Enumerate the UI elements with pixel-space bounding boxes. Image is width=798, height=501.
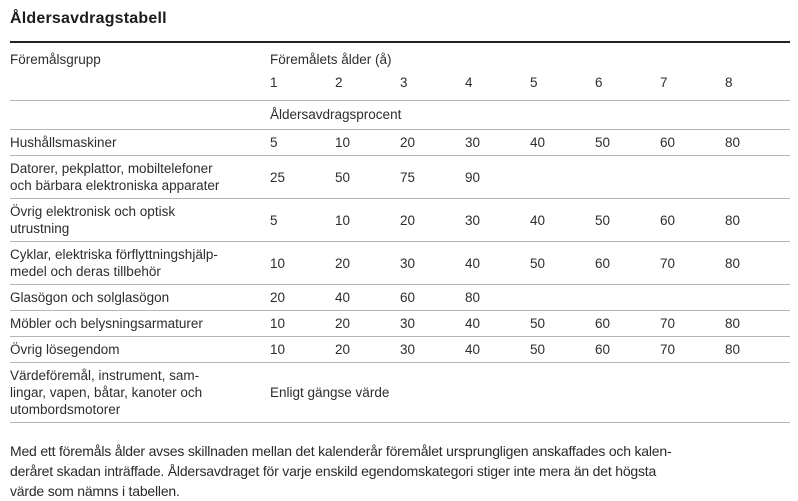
row-value: 70 <box>660 336 725 363</box>
row-value: 50 <box>595 129 660 156</box>
row-value <box>660 155 725 199</box>
row-value: 60 <box>400 284 465 311</box>
row-value: 40 <box>465 241 530 285</box>
row-value <box>595 284 660 311</box>
row-value: 80 <box>725 241 791 285</box>
row-value: 60 <box>660 129 725 156</box>
age-column: 3 <box>400 71 465 101</box>
table-row: Cyklar, elektriska förflyttningshjälp- m… <box>10 241 791 285</box>
row-value: 80 <box>725 129 791 156</box>
row-value: 30 <box>400 241 465 285</box>
page-title: Åldersavdragstabell <box>10 10 167 27</box>
row-value <box>725 155 791 199</box>
table-row: Glasögon och solglasögon 20 40 60 80 <box>10 284 791 311</box>
row-value: 5 <box>270 198 335 242</box>
table-header: Föremålsgrupp Föremålets ålder (å) 1 2 3… <box>10 42 791 130</box>
row-value: 20 <box>335 241 400 285</box>
table-row: Datorer, pekplattor, mobiltelefoner och … <box>10 155 791 199</box>
row-value <box>530 284 595 311</box>
section-header-row: Åldersavdragsprocent <box>10 100 791 130</box>
row-value: 10 <box>270 310 335 337</box>
row-value <box>660 284 725 311</box>
row-label: Datorer, pekplattor, mobiltelefoner och … <box>10 155 270 199</box>
row-label: Cyklar, elektriska förflyttningshjälp- m… <box>10 241 270 285</box>
row-value: 50 <box>530 336 595 363</box>
row-value: 20 <box>400 198 465 242</box>
age-column: 4 <box>465 71 530 101</box>
row-value: 60 <box>595 241 660 285</box>
age-column: 2 <box>335 71 400 101</box>
row-value: 10 <box>270 241 335 285</box>
row-value <box>530 155 595 199</box>
row-label: Möbler och belysningsarmaturer <box>10 310 270 337</box>
row-value: 60 <box>595 310 660 337</box>
age-column: 1 <box>270 71 335 101</box>
row-value: 80 <box>725 336 791 363</box>
row-value: 40 <box>530 198 595 242</box>
row-value: 40 <box>465 336 530 363</box>
row-value: 20 <box>335 310 400 337</box>
row-value: 80 <box>465 284 530 311</box>
row-value: 10 <box>335 198 400 242</box>
row-value: 30 <box>400 310 465 337</box>
table-row: Möbler och belysningsarmaturer 10 20 30 … <box>10 310 791 337</box>
footnote-text: Med ett föremåls ålder avses skillnaden … <box>10 443 672 499</box>
row-value: 30 <box>465 129 530 156</box>
row-value-text: Enligt gängse värde <box>270 362 791 423</box>
row-value: 40 <box>335 284 400 311</box>
row-value: 70 <box>660 310 725 337</box>
row-value: 50 <box>335 155 400 199</box>
row-value: 40 <box>530 129 595 156</box>
table-row: Övrig lösegendom 10 20 30 40 50 60 70 80 <box>10 336 791 363</box>
section-header-spacer <box>10 100 270 130</box>
age-column: 8 <box>725 71 791 101</box>
row-value: 60 <box>595 336 660 363</box>
row-value: 80 <box>725 198 791 242</box>
row-value: 50 <box>530 241 595 285</box>
age-column: 5 <box>530 71 595 101</box>
column-header-age: Föremålets ålder (å) <box>270 52 392 67</box>
row-value: 20 <box>270 284 335 311</box>
row-value <box>595 155 660 199</box>
section-header: Åldersavdragsprocent <box>270 100 791 130</box>
age-column: 6 <box>595 71 660 101</box>
row-value <box>725 284 791 311</box>
row-value: 80 <box>725 310 791 337</box>
row-label: Hushållsmaskiner <box>10 129 270 156</box>
row-value: 70 <box>660 241 725 285</box>
column-header-group: Föremålsgrupp <box>10 52 101 67</box>
row-value: 10 <box>270 336 335 363</box>
row-label: Övrig elektronisk och optisk utrustning <box>10 198 270 242</box>
table-row-valuables: Värdeföremål, instrument, sam- lingar, v… <box>10 362 791 423</box>
row-value: 10 <box>335 129 400 156</box>
row-value: 90 <box>465 155 530 199</box>
row-value: 20 <box>335 336 400 363</box>
table-body: Hushållsmaskiner 5 10 20 30 40 50 60 80 … <box>10 129 791 423</box>
row-value: 50 <box>595 198 660 242</box>
header-row: Föremålsgrupp Föremålets ålder (å) <box>10 42 790 71</box>
row-value: 60 <box>660 198 725 242</box>
age-column-spacer <box>10 71 270 101</box>
table-row: Övrig elektronisk och optisk utrustning … <box>10 198 791 242</box>
age-column: 7 <box>660 71 725 101</box>
row-label: Övrig lösegendom <box>10 336 270 363</box>
row-value: 40 <box>465 310 530 337</box>
row-value: 20 <box>400 129 465 156</box>
row-value: 75 <box>400 155 465 199</box>
age-columns-row: 1 2 3 4 5 6 7 8 <box>10 71 791 101</box>
row-label: Värdeföremål, instrument, sam- lingar, v… <box>10 362 270 423</box>
age-deduction-table: Föremålsgrupp Föremålets ålder (å) 1 2 3… <box>10 41 791 423</box>
table-row: Hushållsmaskiner 5 10 20 30 40 50 60 80 <box>10 129 791 156</box>
row-value: 25 <box>270 155 335 199</box>
row-label: Glasögon och solglasögon <box>10 284 270 311</box>
row-value: 50 <box>530 310 595 337</box>
row-value: 5 <box>270 129 335 156</box>
row-value: 30 <box>400 336 465 363</box>
row-value: 30 <box>465 198 530 242</box>
